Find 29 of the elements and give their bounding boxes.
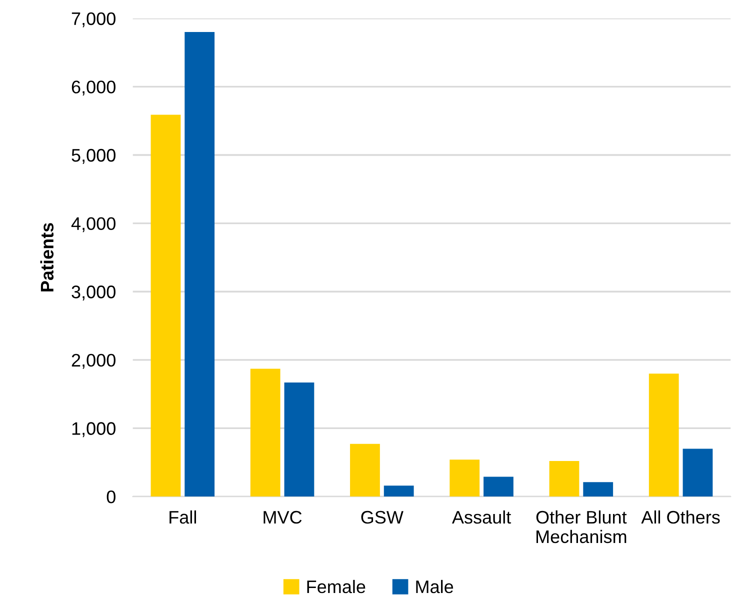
bar (583, 482, 614, 497)
x-tick-label: GSW (361, 510, 404, 524)
x-tick-label: Fall (170, 510, 196, 524)
x-tick-label: MVC (264, 510, 302, 524)
bar (682, 448, 713, 497)
bar (284, 382, 314, 497)
y-axis-title: Patients (40, 223, 54, 292)
bar (250, 368, 280, 497)
x-tick-label: Assault (452, 510, 512, 524)
y-tick-label: 4,000 (71, 217, 116, 232)
legend-label: Male (416, 580, 454, 594)
y-tick-label: 1,000 (72, 422, 116, 438)
x-tick-label: All Others (641, 510, 720, 524)
bar (450, 460, 480, 497)
y-tick-label: 0 (106, 490, 116, 504)
bar (648, 374, 679, 497)
y-tick-label: 7,000 (72, 12, 116, 28)
bar (150, 114, 181, 497)
bar (484, 476, 514, 497)
bar (549, 461, 580, 497)
bar (350, 444, 380, 497)
bar (384, 486, 414, 497)
legend-label: Female (307, 580, 366, 594)
y-tick-label: 6,000 (72, 80, 116, 96)
y-tick-label: 5,000 (72, 148, 116, 164)
bar (184, 32, 215, 497)
y-tick-label: 2,000 (72, 354, 116, 369)
y-tick-label: 3,000 (72, 286, 116, 300)
x-tick-label: Other Blunt Mechanism (536, 510, 627, 544)
